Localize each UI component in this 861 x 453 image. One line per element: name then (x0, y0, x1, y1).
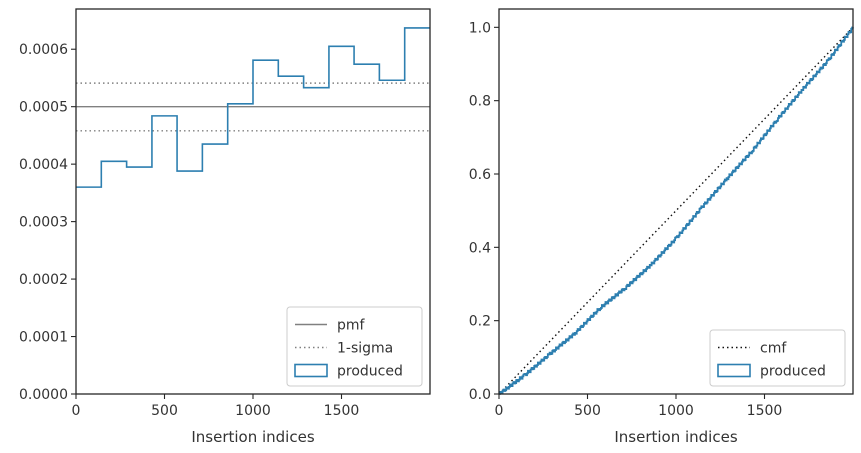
cdf-legend-label: cmf (760, 341, 787, 357)
cdf-legend-label: produced (760, 364, 826, 380)
histogram-x-axis-label: Insertion indices (191, 428, 314, 446)
histogram-x-tick-label: 0 (72, 403, 81, 419)
histogram-x-tick-label: 1500 (324, 403, 360, 419)
cdf-y-tick-label: 1.0 (469, 20, 491, 36)
histogram-y-tick-label: 0.0005 (19, 100, 68, 116)
histogram-ticks: 0 500 1000 1500 0.0000 0.0001 0.0002 0.0003 0.00… (19, 42, 359, 419)
histogram-y-tick-label: 0.0003 (19, 215, 68, 231)
cdf-frame (498, 8, 854, 395)
histogram-legend-label: 1-sigma (337, 341, 393, 357)
histogram-legend: pmf 1-sigma produced (286, 306, 423, 387)
cdf-legend-box (709, 329, 846, 387)
cdf-y-tick-label: 0.2 (469, 314, 491, 330)
cdf-y-tick-label: 0.4 (469, 240, 491, 256)
cdf-x-tick-label: 500 (574, 403, 601, 419)
histogram-x-tick-label: 500 (151, 403, 178, 419)
histogram-legend-box (286, 306, 423, 387)
histogram-lines (76, 27, 430, 188)
cdf-y-tick-label: 0.0 (469, 387, 491, 403)
histogram-y-tick-label: 0.0006 (19, 42, 68, 58)
cdf-y-tick-label: 0.6 (469, 167, 491, 183)
cdf-x-tick-label: 1500 (747, 403, 783, 419)
cdf-x-tick-label: 1000 (658, 403, 694, 419)
cdf-x-axis-label: Insertion indices (614, 428, 737, 446)
cdf-lines (498, 26, 854, 395)
cdf-legend: cmf produced (709, 329, 846, 387)
cdf-y-tick-label: 0.8 (469, 94, 491, 110)
histogram-y-tick-label: 0.0001 (19, 330, 68, 346)
histogram-legend-label: pmf (337, 318, 366, 334)
legend-produced-swatch (717, 363, 751, 378)
produced-cdf-line (499, 26, 854, 395)
histogram-y-tick-label: 0.0002 (19, 272, 68, 288)
cdf-x-tick-label: 0 (495, 403, 504, 419)
histogram-legend-label: produced (337, 364, 403, 380)
histogram-x-tick-label: 1000 (235, 403, 271, 419)
produced-histogram-step (76, 27, 430, 188)
cdf-ticks: 0 500 1000 1500 0.0 0.2 0.4 0.6 0.8 1.0 (469, 20, 783, 419)
cdf-panel: 0 500 1000 1500 0.0 0.2 0.4 0.6 0.8 1.0 Insertion… (469, 8, 854, 446)
histogram-panel: 0 500 1000 1500 0.0000 0.0001 0.0002 0.0003 0.00… (19, 8, 431, 446)
histogram-frame (75, 8, 431, 395)
histogram-y-tick-label: 0.0000 (19, 387, 68, 403)
legend-produced-swatch (294, 363, 328, 378)
histogram-y-tick-label: 0.0004 (19, 157, 68, 173)
